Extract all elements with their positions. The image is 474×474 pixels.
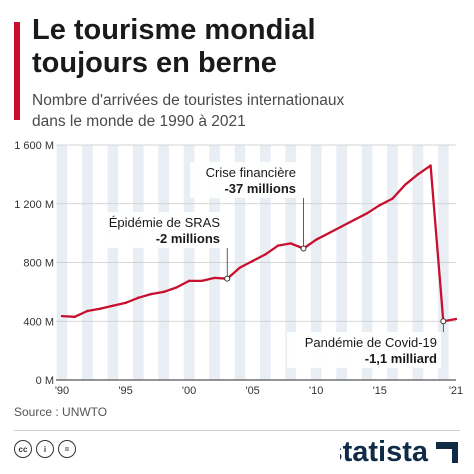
x-tick-label: '10 xyxy=(309,385,323,397)
subtitle-line-1: Nombre d'arrivées de touristes internati… xyxy=(32,92,345,109)
data-point xyxy=(353,218,356,222)
data-point xyxy=(86,309,89,313)
annotation-value: -37 millions xyxy=(224,181,296,196)
annotation-marker xyxy=(300,245,307,252)
brand-name: statista xyxy=(340,436,429,466)
data-point xyxy=(162,290,165,294)
y-tick-label: 800 M xyxy=(23,258,54,270)
data-point xyxy=(429,164,432,167)
annotation-value: -1,1 milliard xyxy=(365,351,437,366)
license-icons: cc i = xyxy=(14,440,76,458)
x-tick-label: '05 xyxy=(245,385,259,397)
annotation-box xyxy=(287,332,441,368)
x-tick-label: '90 xyxy=(55,385,69,397)
annotation-title: Pandémie de Covid-19 xyxy=(305,335,437,350)
statista-logo[interactable]: statista xyxy=(340,436,460,466)
data-point xyxy=(124,301,127,305)
data-point xyxy=(98,307,102,310)
data-point xyxy=(416,173,420,176)
data-point xyxy=(60,314,64,318)
data-point xyxy=(276,244,280,247)
annotation-box xyxy=(190,162,300,198)
y-tick-label: 400 M xyxy=(23,316,54,328)
annotation-value: -2 millions xyxy=(156,231,220,246)
data-point xyxy=(454,317,458,321)
page-title: Le tourisme mondial toujours en berne xyxy=(32,14,452,80)
data-point xyxy=(403,183,407,186)
page-subtitle: Nombre d'arrivées de touristes internati… xyxy=(32,90,452,132)
data-point xyxy=(378,204,381,207)
data-point xyxy=(327,231,331,235)
title-line-1: Le tourisme mondial xyxy=(32,14,316,46)
data-point xyxy=(111,304,115,308)
annotation-marker xyxy=(440,318,447,325)
cc-icon[interactable]: cc xyxy=(14,440,32,458)
title-accent-bar xyxy=(14,22,20,120)
y-tick-label: 1 200 M xyxy=(14,199,54,211)
x-tick-label: '21 xyxy=(449,385,463,397)
data-point xyxy=(314,238,318,241)
data-point xyxy=(149,292,153,296)
equals-icon[interactable]: = xyxy=(58,440,76,458)
x-tick-label: '00 xyxy=(182,385,196,397)
data-point xyxy=(175,286,178,289)
footer-divider xyxy=(14,430,460,431)
x-tick-label: '15 xyxy=(373,385,387,397)
annotation-box xyxy=(100,212,224,248)
data-point xyxy=(289,242,292,245)
data-point xyxy=(213,276,216,280)
data-point xyxy=(264,253,267,256)
subtitle-line-2: dans le monde de 1990 à 2021 xyxy=(32,113,246,130)
source-note: Source : UNWTO xyxy=(14,405,108,419)
data-point xyxy=(187,279,191,283)
data-point xyxy=(340,225,343,228)
y-tick-label: 0 M xyxy=(36,375,54,387)
info-icon[interactable]: i xyxy=(36,440,54,458)
x-tick-label: '95 xyxy=(118,385,132,397)
data-point xyxy=(200,279,204,283)
title-line-2: toujours en berne xyxy=(32,47,277,79)
data-point xyxy=(73,315,76,319)
annotation-marker xyxy=(224,275,231,282)
data-point xyxy=(391,197,394,200)
data-point xyxy=(251,259,254,263)
y-tick-label: 1 600 M xyxy=(14,140,54,152)
annotation-title: Épidémie de SRAS xyxy=(109,215,221,230)
data-point xyxy=(137,296,140,299)
data-point xyxy=(365,212,369,215)
data-point xyxy=(238,266,242,269)
brand-mark-icon xyxy=(436,442,458,463)
series-line xyxy=(61,164,457,323)
annotation-title: Crise financière xyxy=(206,165,296,180)
